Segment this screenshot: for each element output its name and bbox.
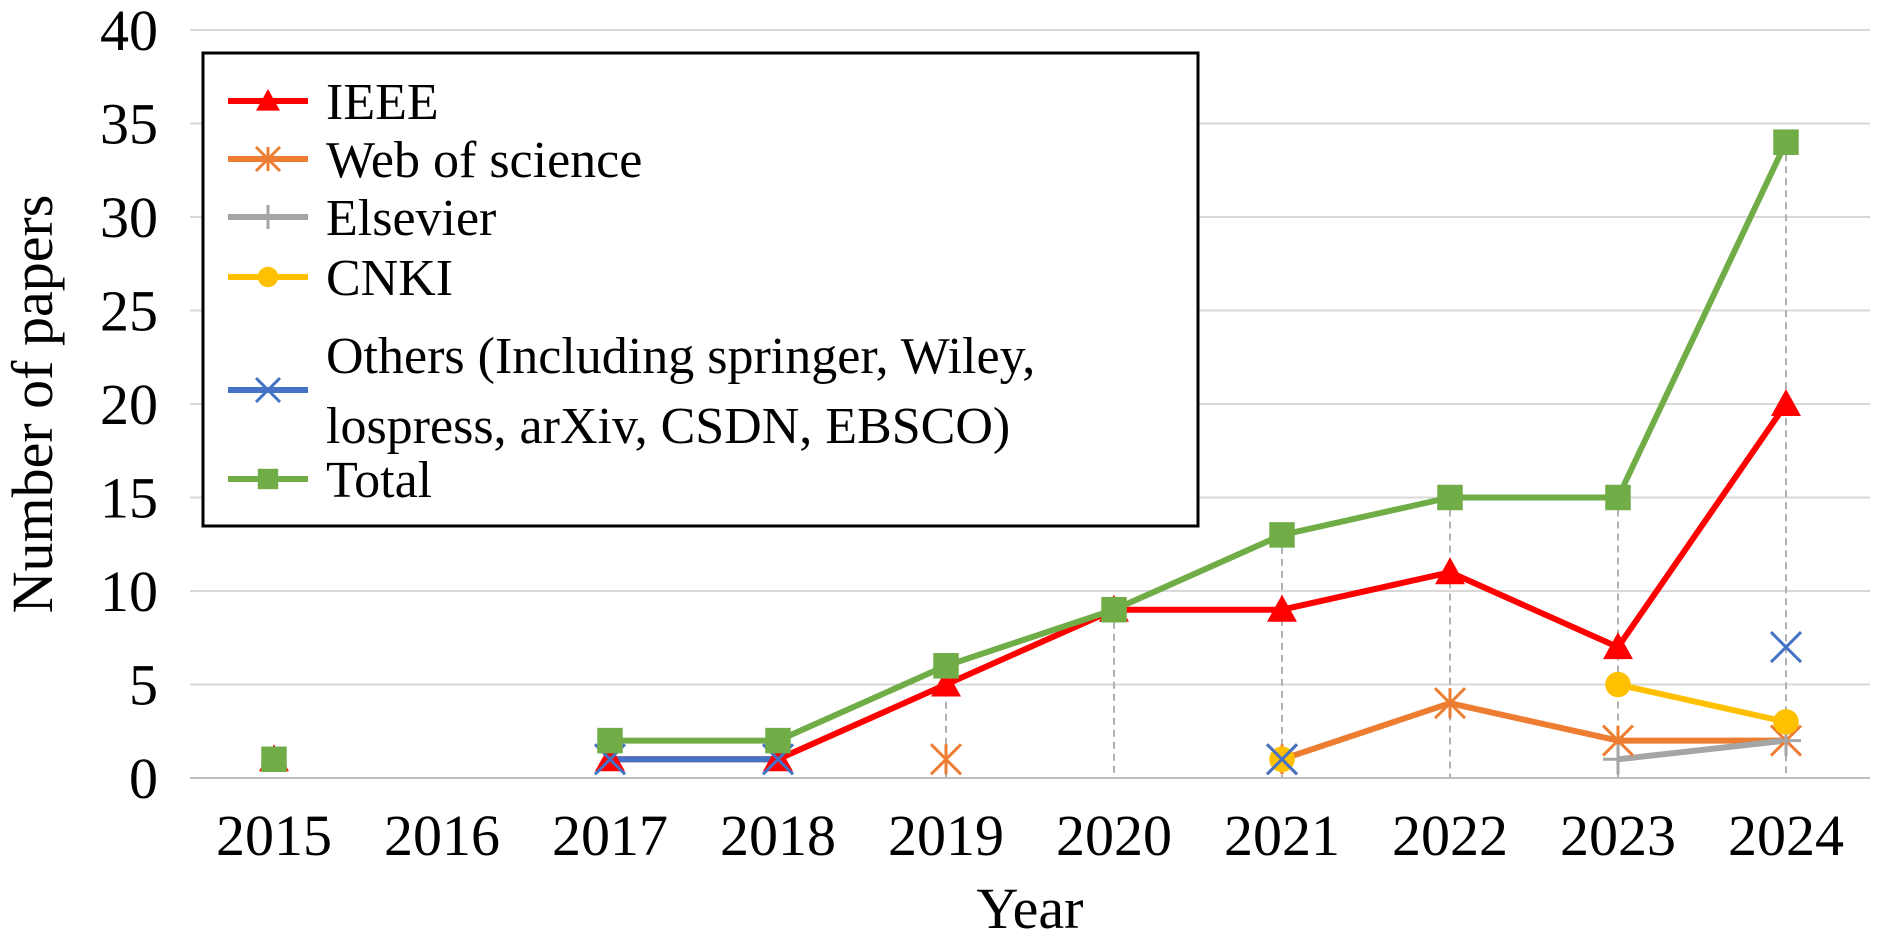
plus-marker (256, 205, 280, 229)
square-marker (1437, 484, 1463, 511)
square-marker (1269, 522, 1295, 548)
y-tick-label: 35 (100, 92, 158, 157)
x-marker (1265, 743, 1299, 776)
triangle-marker (1603, 632, 1633, 660)
square-marker (1101, 596, 1127, 623)
triangle-marker (1435, 557, 1465, 585)
x-tick-label: 2021 (1224, 803, 1340, 868)
square-marker (1773, 129, 1799, 155)
x-tick-label: 2024 (1728, 803, 1844, 868)
legend-label: Elsevier (326, 190, 496, 247)
asterisk-marker (1433, 687, 1467, 720)
legend-label: lospress, arXiv, CSDN, EBSCO) (326, 398, 1010, 455)
triangle-marker (931, 669, 961, 697)
series-line (1617, 737, 1787, 763)
plus-marker (1603, 744, 1633, 775)
legend-box (201, 51, 1200, 528)
x-tick-label: 2019 (888, 803, 1004, 868)
series-line (610, 140, 1789, 744)
triangle-marker (1267, 594, 1297, 622)
y-tick-label: 25 (100, 279, 158, 344)
legend-label: Web of science (326, 132, 642, 189)
x-tick-label: 2022 (1392, 803, 1508, 868)
series-line (1281, 700, 1786, 763)
circle-marker (1605, 671, 1631, 698)
triangle-marker (256, 89, 280, 111)
y-tick-label: 40 (100, 0, 158, 63)
y-tick-label: 15 (100, 466, 158, 531)
square-marker (933, 653, 959, 679)
x-marker (254, 376, 282, 404)
x-tick-label: 2015 (216, 803, 332, 868)
legend-label: CNKI (326, 250, 453, 307)
x-tick-label: 2017 (552, 803, 668, 868)
y-tick-label: 0 (129, 746, 158, 811)
x-marker (1769, 631, 1803, 664)
series-lines (610, 140, 1789, 763)
y-tick-labels: 0 5 10 15 20 25 30 35 40 (100, 0, 158, 811)
legend-label: Others (Including springer, Wiley, (326, 328, 1035, 385)
legend-label: Total (326, 452, 432, 509)
x-tick-label: 2016 (384, 803, 500, 868)
triangle-marker (1771, 389, 1801, 416)
y-tick-label: 30 (100, 185, 158, 250)
square-marker (1605, 484, 1631, 511)
series-line (610, 402, 1789, 763)
x-tick-label: 2020 (1056, 803, 1172, 868)
circle-marker (1773, 709, 1799, 735)
asterisk-marker (254, 145, 282, 173)
square-marker (257, 468, 279, 490)
x-tick-label: 2023 (1560, 803, 1676, 868)
y-axis-title: Number of papers (0, 195, 65, 614)
x-tick-labels: 2015 2016 2017 2018 2019 2020 2021 2022 2023 2024 (216, 803, 1844, 868)
square-marker (765, 727, 791, 754)
square-marker (261, 746, 287, 773)
y-tick-label: 20 (100, 372, 158, 437)
y-tick-label: 5 (129, 653, 158, 718)
x-axis-title: Year (977, 876, 1084, 941)
circle-marker (257, 266, 279, 288)
square-marker (597, 727, 623, 754)
x-tick-label: 2018 (720, 803, 836, 868)
asterisk-marker (929, 743, 963, 776)
legend-label: IEEE (326, 74, 439, 131)
series-markers (259, 129, 1803, 776)
series-line (1617, 681, 1787, 725)
y-tick-label: 10 (100, 559, 158, 624)
